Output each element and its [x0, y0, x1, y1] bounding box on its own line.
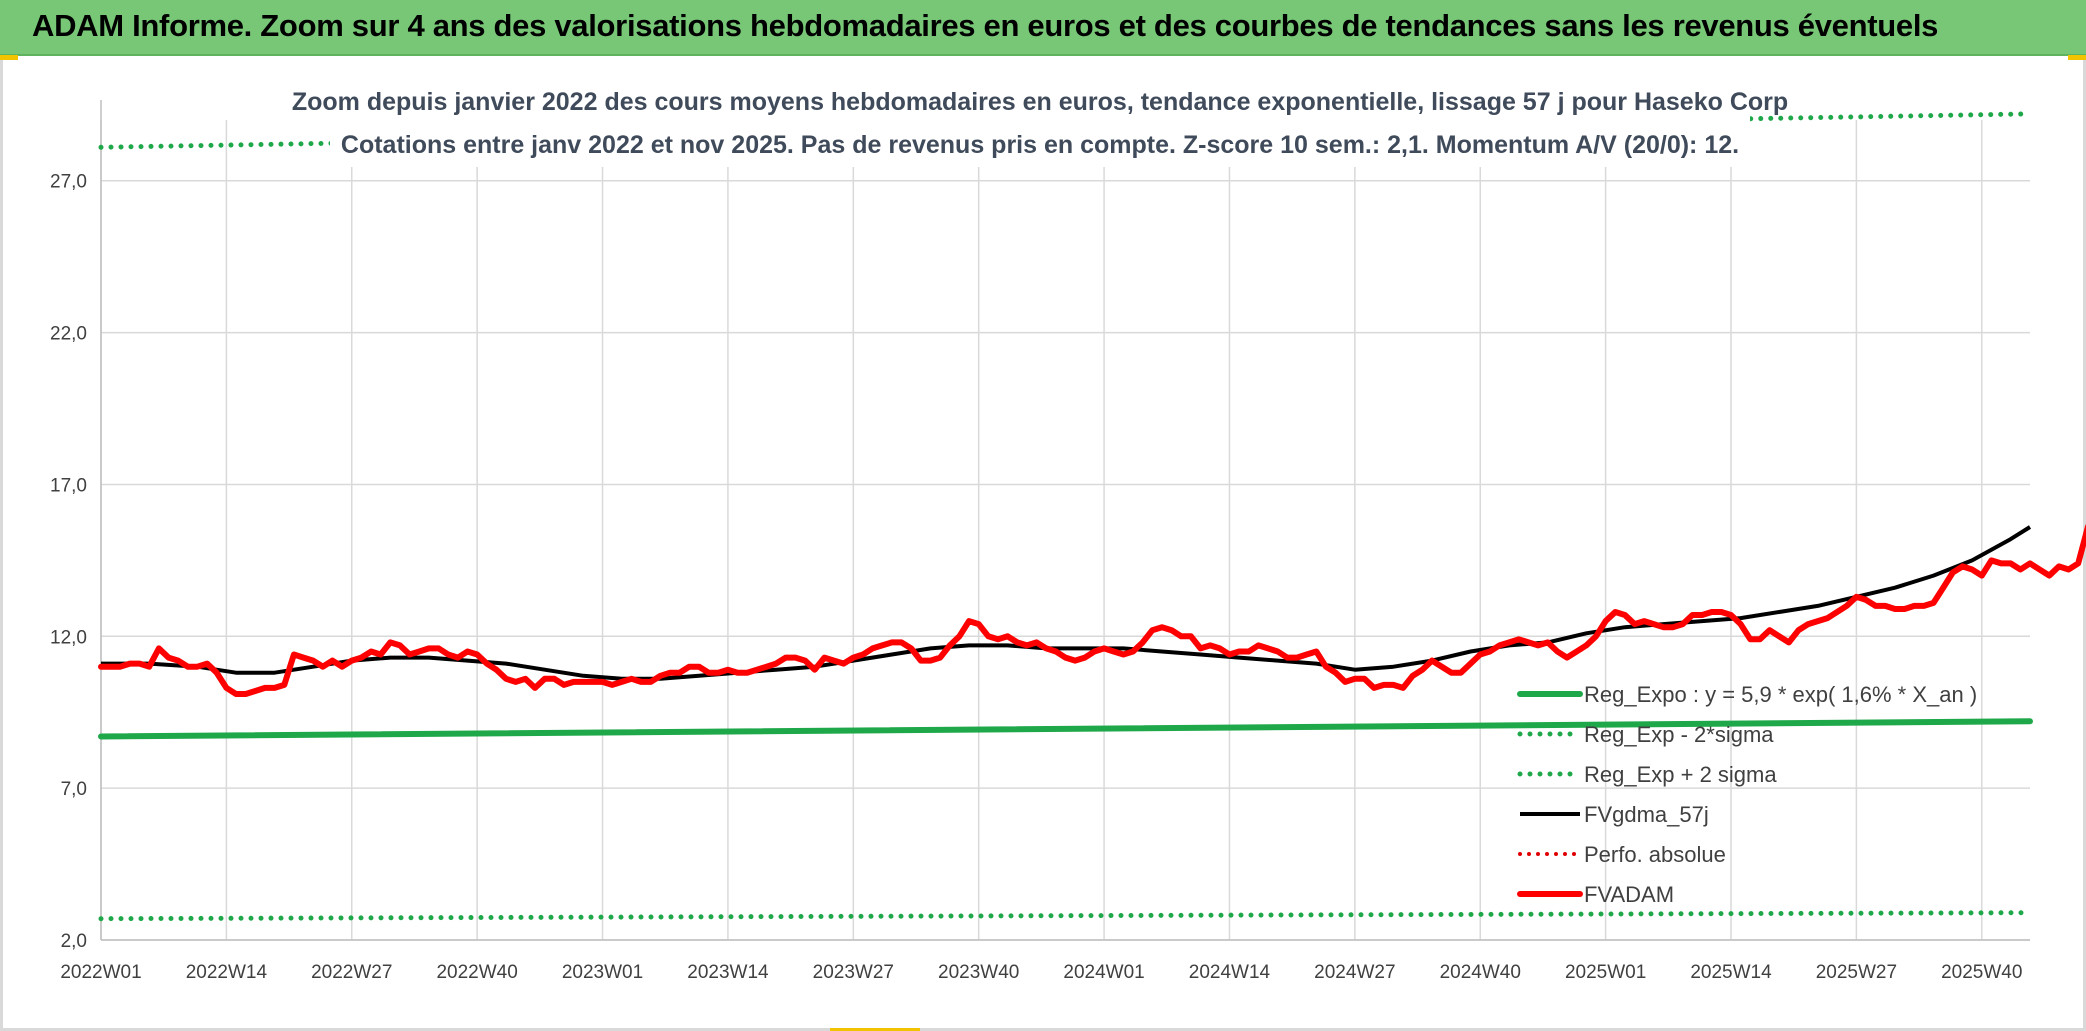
legend-entry: Reg_Exp - 2*sigma	[1584, 722, 1774, 747]
y-tick-label: 2,0	[61, 931, 87, 952]
x-tick-label: 2023W14	[687, 962, 769, 983]
axes: 2,0 7,0 12,0 17,0 22,0 27,0 2022W01 2022W14 2022…	[50, 100, 2030, 983]
reg-expo-line	[98, 718, 2033, 740]
title-background	[330, 75, 1750, 167]
y-tick-label: 22,0	[50, 324, 87, 345]
fvadam-line	[98, 523, 2086, 697]
x-tick-label: 2022W40	[436, 962, 517, 983]
y-tick-label: 7,0	[61, 779, 87, 800]
report-title: ADAM Informe. Zoom sur 4 ans des valoris…	[32, 8, 1939, 43]
chart-title-block: Zoom depuis janvier 2022 des cours moyen…	[292, 75, 1788, 167]
y-tick-label: 17,0	[50, 475, 87, 496]
x-tick-label: 2023W01	[562, 962, 643, 983]
x-tick-label: 2022W27	[311, 962, 392, 983]
x-tick-label: 2022W14	[186, 962, 268, 983]
x-tick-label: 2024W01	[1063, 962, 1144, 983]
reg-exp-minus-2sigma-line	[98, 910, 2033, 922]
legend-entry: FVgdma_57j	[1584, 802, 1709, 827]
banner-accent-right	[2068, 55, 2086, 60]
grid-lines	[100, 120, 2030, 941]
x-tick-label: 2025W14	[1690, 962, 1772, 983]
y-tick-label: 27,0	[50, 172, 87, 193]
x-tick-label: 2025W27	[1816, 962, 1897, 983]
series-lines	[98, 111, 2086, 922]
legend-entry: FVADAM	[1584, 882, 1674, 907]
banner-accent-left	[0, 55, 18, 60]
legend-entry: Perfo. absolue	[1584, 842, 1726, 867]
x-tick-label: 2024W40	[1440, 962, 1521, 983]
chart-legend: Reg_Expo : y = 5,9 * exp( 1,6% * X_an ) R…	[1517, 682, 1977, 907]
x-tick-label: 2022W01	[60, 962, 141, 983]
legend-entry: Reg_Exp + 2 sigma	[1584, 762, 1777, 787]
fvgdma-57j-line	[101, 525, 2032, 681]
legend-entry: Reg_Expo : y = 5,9 * exp( 1,6% * X_an )	[1584, 682, 1977, 707]
x-tick-label: 2024W27	[1314, 962, 1395, 983]
chart-subtitle: Cotations entre janv 2022 et nov 2025. P…	[341, 131, 1739, 159]
chart-title: Zoom depuis janvier 2022 des cours moyen…	[292, 88, 1788, 116]
x-tick-label: 2025W01	[1565, 962, 1646, 983]
x-tick-label: 2025W40	[1941, 962, 2022, 983]
y-tick-label: 12,0	[50, 627, 87, 648]
x-tick-label: 2023W27	[813, 962, 894, 983]
x-tick-label: 2024W14	[1189, 962, 1271, 983]
x-tick-label: 2023W40	[938, 962, 1019, 983]
bottom-accent	[830, 1028, 920, 1031]
report-banner: ADAM Informe. Zoom sur 4 ans des valoris…	[0, 0, 2086, 60]
